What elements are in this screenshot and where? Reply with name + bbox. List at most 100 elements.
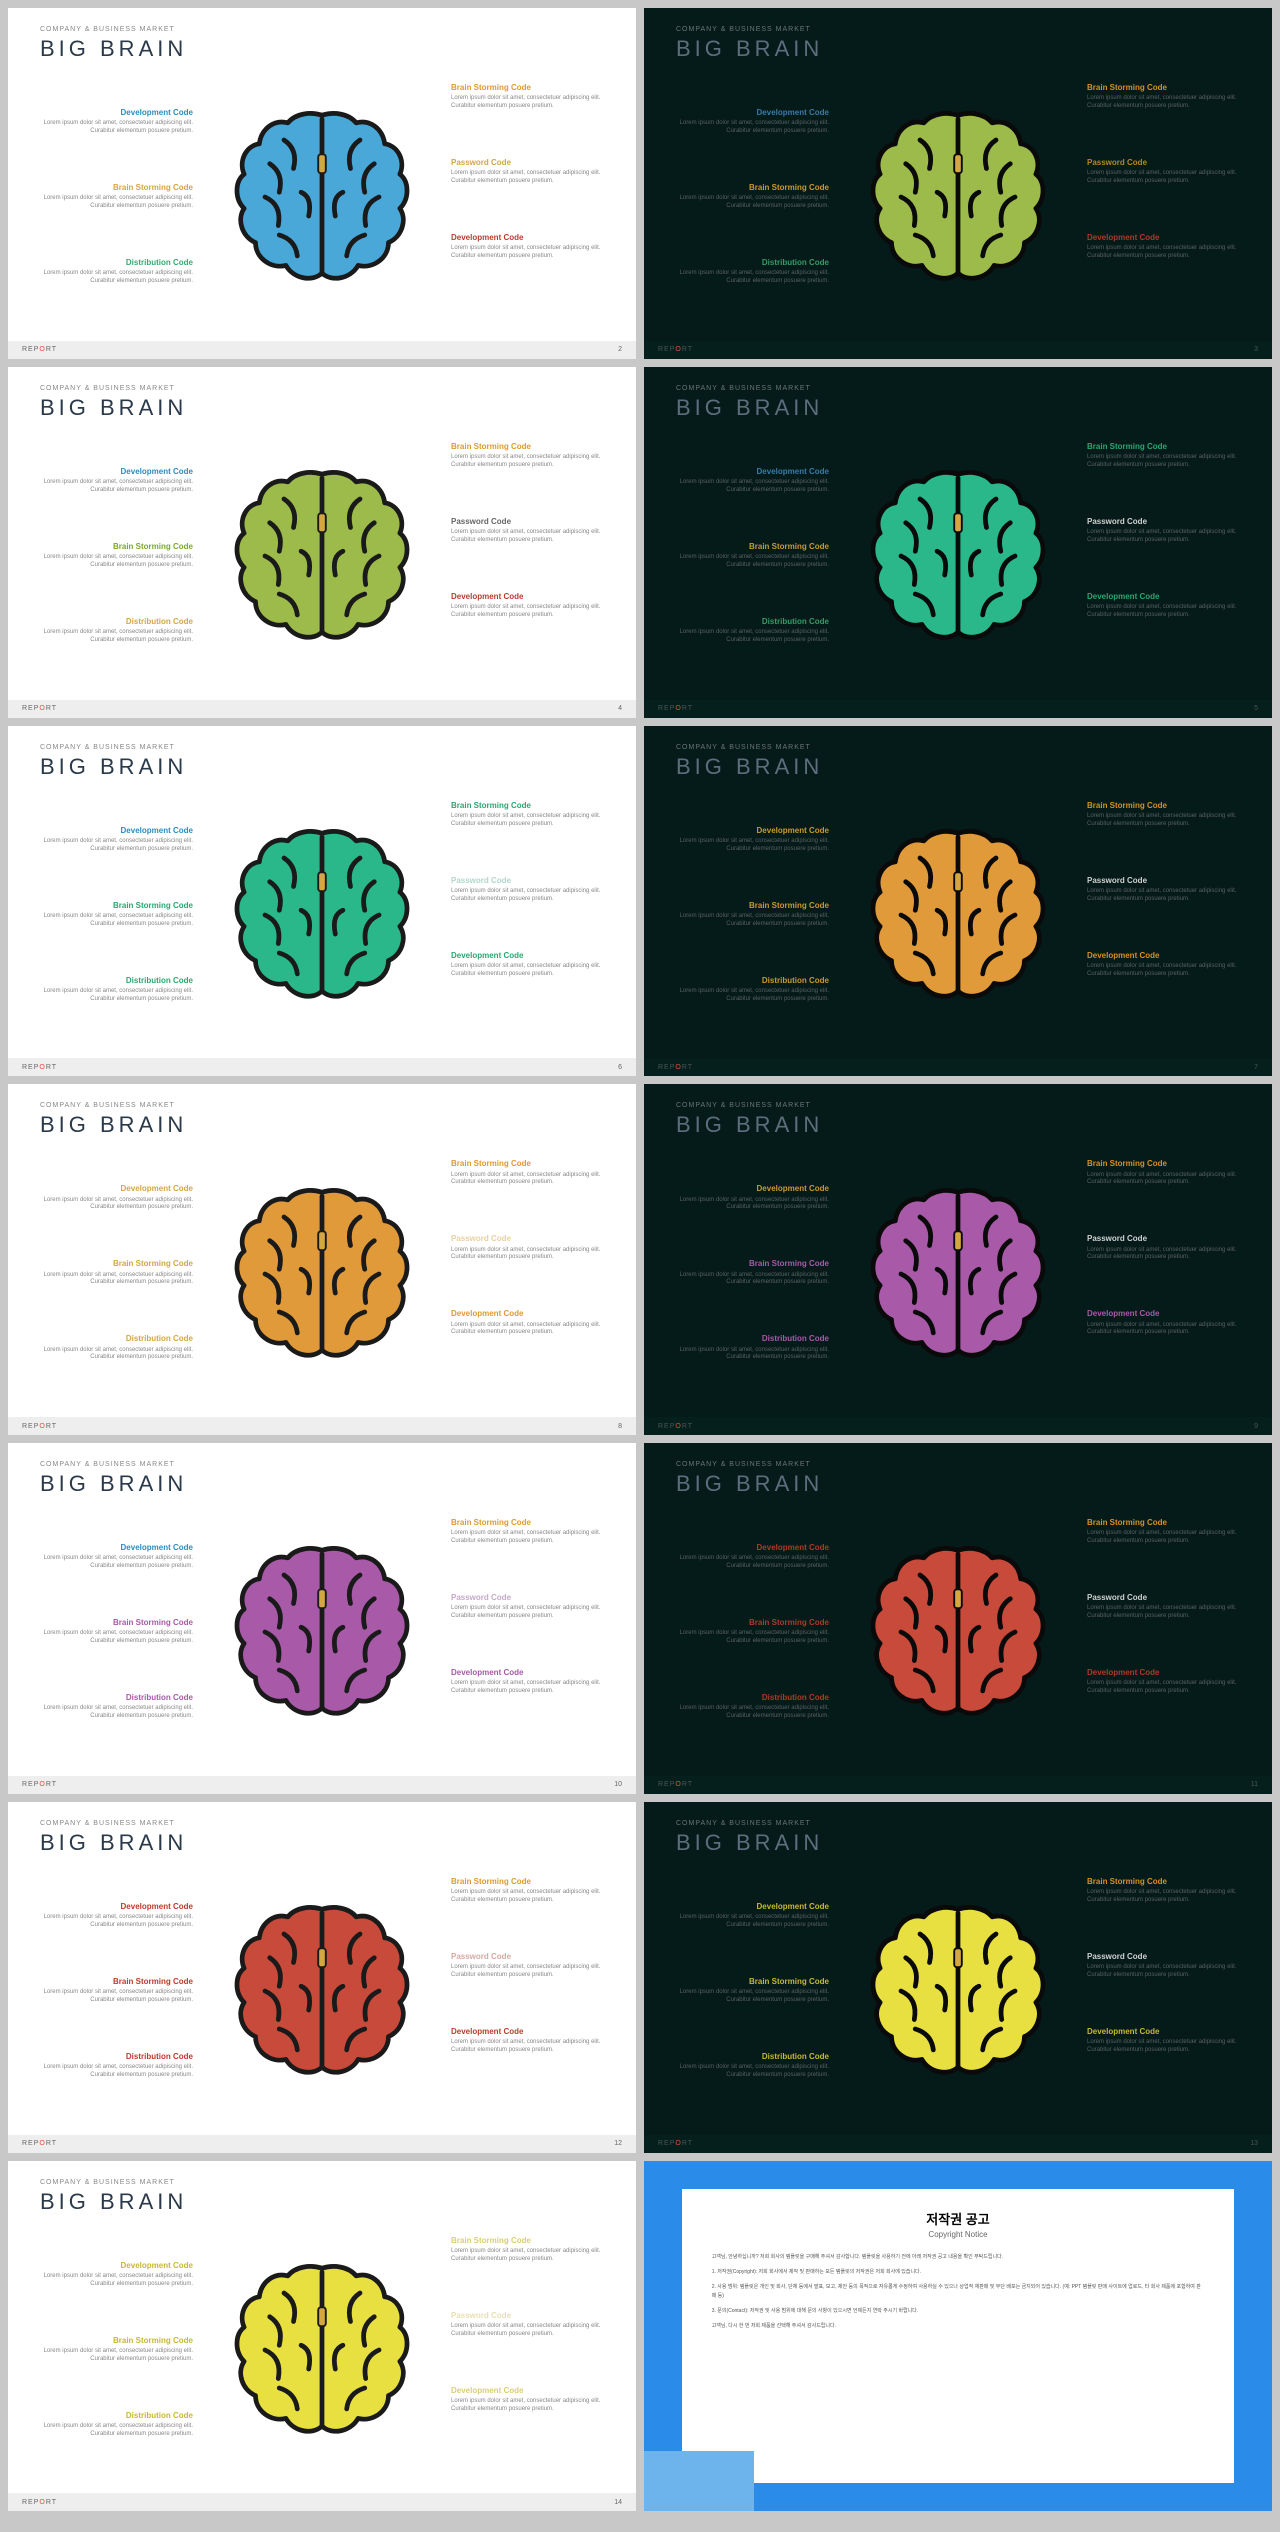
label-heading: Password Code (451, 158, 601, 168)
label-heading: Development Code (43, 1902, 193, 1912)
label-body: Lorem ipsum dolor sit amet, consectetuer… (43, 1555, 193, 1571)
report-label: REPORT (22, 1064, 57, 1071)
label-l2: Brain Storming Code Lorem ipsum dolor si… (43, 542, 193, 570)
brain-icon (863, 1179, 1053, 1369)
label-heading: Brain Storming Code (1087, 1518, 1237, 1528)
label-body: Lorem ipsum dolor sit amet, consectetuer… (679, 1705, 829, 1721)
brain-graphic (227, 820, 417, 1010)
label-body: Lorem ipsum dolor sit amet, consectetuer… (43, 1989, 193, 2005)
label-body: Lorem ipsum dolor sit amet, consectetuer… (679, 1272, 829, 1288)
slide-title: BIG BRAIN (676, 1112, 823, 1138)
label-body: Lorem ipsum dolor sit amet, consectetuer… (1087, 2039, 1237, 2055)
label-body: Lorem ipsum dolor sit amet, consectetuer… (451, 1172, 601, 1188)
page-number: 8 (618, 1423, 622, 1430)
label-heading: Development Code (679, 826, 829, 836)
label-body: Lorem ipsum dolor sit amet, consectetuer… (1087, 604, 1237, 620)
label-body: Lorem ipsum dolor sit amet, consectetuer… (679, 1914, 829, 1930)
label-heading: Brain Storming Code (451, 2236, 601, 2246)
slide-title: BIG BRAIN (40, 2189, 187, 2215)
report-label: REPORT (658, 1064, 693, 1071)
label-body: Lorem ipsum dolor sit amet, consectetuer… (679, 913, 829, 929)
label-l2: Brain Storming Code Lorem ipsum dolor si… (679, 183, 829, 211)
label-heading: Development Code (43, 1543, 193, 1553)
label-heading: Brain Storming Code (451, 1159, 601, 1169)
label-heading: Distribution Code (679, 258, 829, 268)
label-body: Lorem ipsum dolor sit amet, consectetuer… (451, 95, 601, 111)
slide-3: COMPANY & BUSINESS MARKET BIG BRAIN Deve… (644, 8, 1272, 359)
slide-title: BIG BRAIN (40, 395, 187, 421)
page-number: 3 (1254, 346, 1258, 353)
label-heading: Development Code (451, 1668, 601, 1678)
page-number: 4 (618, 705, 622, 712)
label-body: Lorem ipsum dolor sit amet, consectetuer… (1087, 1247, 1237, 1263)
label-heading: Distribution Code (679, 1334, 829, 1344)
brain-graphic (227, 461, 417, 651)
brain-graphic (227, 1179, 417, 1369)
label-body: Lorem ipsum dolor sit amet, consectetuer… (1087, 1322, 1237, 1338)
slide-footer: REPORT 10 (8, 1776, 636, 1794)
slide-4: COMPANY & BUSINESS MARKET BIG BRAIN Deve… (8, 367, 636, 718)
label-body: Lorem ipsum dolor sit amet, consectetuer… (451, 1889, 601, 1905)
label-r1: Brain Storming Code Lorem ipsum dolor si… (1087, 83, 1237, 111)
label-body: Lorem ipsum dolor sit amet, consectetuer… (43, 629, 193, 645)
page-number: 7 (1254, 1064, 1258, 1071)
label-body: Lorem ipsum dolor sit amet, consectetuer… (1087, 1889, 1237, 1905)
slide-footer: REPORT 3 (644, 341, 1272, 359)
slide-10: COMPANY & BUSINESS MARKET BIG BRAIN Deve… (8, 1443, 636, 1794)
report-label: REPORT (22, 1423, 57, 1430)
label-body: Lorem ipsum dolor sit amet, consectetuer… (679, 1347, 829, 1363)
label-l1: Development Code Lorem ipsum dolor sit a… (679, 1902, 829, 1930)
label-body: Lorem ipsum dolor sit amet, consectetuer… (43, 1347, 193, 1363)
label-l2: Brain Storming Code Lorem ipsum dolor si… (43, 183, 193, 211)
label-heading: Brain Storming Code (679, 1618, 829, 1628)
label-body: Lorem ipsum dolor sit amet, consectetuer… (43, 1630, 193, 1646)
label-heading: Password Code (451, 517, 601, 527)
label-body: Lorem ipsum dolor sit amet, consectetuer… (679, 838, 829, 854)
label-r2: Password Code Lorem ipsum dolor sit amet… (451, 1234, 601, 1262)
slide-title: BIG BRAIN (40, 754, 187, 780)
label-l3: Distribution Code Lorem ipsum dolor sit … (679, 976, 829, 1004)
label-heading: Distribution Code (43, 1693, 193, 1703)
label-r3: Development Code Lorem ipsum dolor sit a… (451, 2386, 601, 2414)
slide-title: BIG BRAIN (40, 1471, 187, 1497)
label-l1: Development Code Lorem ipsum dolor sit a… (43, 1543, 193, 1571)
label-heading: Brain Storming Code (451, 1877, 601, 1887)
label-l3: Distribution Code Lorem ipsum dolor sit … (679, 617, 829, 645)
slide-9: COMPANY & BUSINESS MARKET BIG BRAIN Deve… (644, 1084, 1272, 1435)
label-l3: Distribution Code Lorem ipsum dolor sit … (43, 2411, 193, 2439)
page-number: 5 (1254, 705, 1258, 712)
label-l2: Brain Storming Code Lorem ipsum dolor si… (43, 901, 193, 929)
label-r3: Development Code Lorem ipsum dolor sit a… (1087, 1668, 1237, 1696)
label-heading: Development Code (679, 108, 829, 118)
slide-11: COMPANY & BUSINESS MARKET BIG BRAIN Deve… (644, 1443, 1272, 1794)
label-body: Lorem ipsum dolor sit amet, consectetuer… (43, 2273, 193, 2289)
label-l1: Development Code Lorem ipsum dolor sit a… (679, 1184, 829, 1212)
slide-subtitle: COMPANY & BUSINESS MARKET (40, 1102, 175, 1109)
label-body: Lorem ipsum dolor sit amet, consectetuer… (451, 245, 601, 261)
label-r1: Brain Storming Code Lorem ipsum dolor si… (1087, 801, 1237, 829)
report-label: REPORT (22, 346, 57, 353)
brain-icon (863, 1896, 1053, 2086)
brain-icon (863, 1537, 1053, 1727)
label-l3: Distribution Code Lorem ipsum dolor sit … (43, 258, 193, 286)
copyright-subtitle: Copyright Notice (712, 2230, 1205, 2239)
label-r2: Password Code Lorem ipsum dolor sit amet… (451, 158, 601, 186)
label-r3: Development Code Lorem ipsum dolor sit a… (1087, 592, 1237, 620)
label-heading: Development Code (451, 233, 601, 243)
label-body: Lorem ipsum dolor sit amet, consectetuer… (43, 913, 193, 929)
label-body: Lorem ipsum dolor sit amet, consectetuer… (679, 479, 829, 495)
slide-title: BIG BRAIN (40, 36, 187, 62)
brain-graphic (227, 1896, 417, 2086)
label-heading: Brain Storming Code (451, 801, 601, 811)
label-heading: Password Code (451, 1234, 601, 1244)
label-body: Lorem ipsum dolor sit amet, consectetuer… (1087, 1680, 1237, 1696)
label-l3: Distribution Code Lorem ipsum dolor sit … (679, 258, 829, 286)
label-r1: Brain Storming Code Lorem ipsum dolor si… (1087, 1518, 1237, 1546)
label-r3: Development Code Lorem ipsum dolor sit a… (1087, 951, 1237, 979)
label-heading: Development Code (679, 1543, 829, 1553)
page-number: 2 (618, 346, 622, 353)
label-l1: Development Code Lorem ipsum dolor sit a… (679, 467, 829, 495)
label-body: Lorem ipsum dolor sit amet, consectetuer… (1087, 1964, 1237, 1980)
label-heading: Distribution Code (679, 2052, 829, 2062)
label-body: Lorem ipsum dolor sit amet, consectetuer… (1087, 888, 1237, 904)
